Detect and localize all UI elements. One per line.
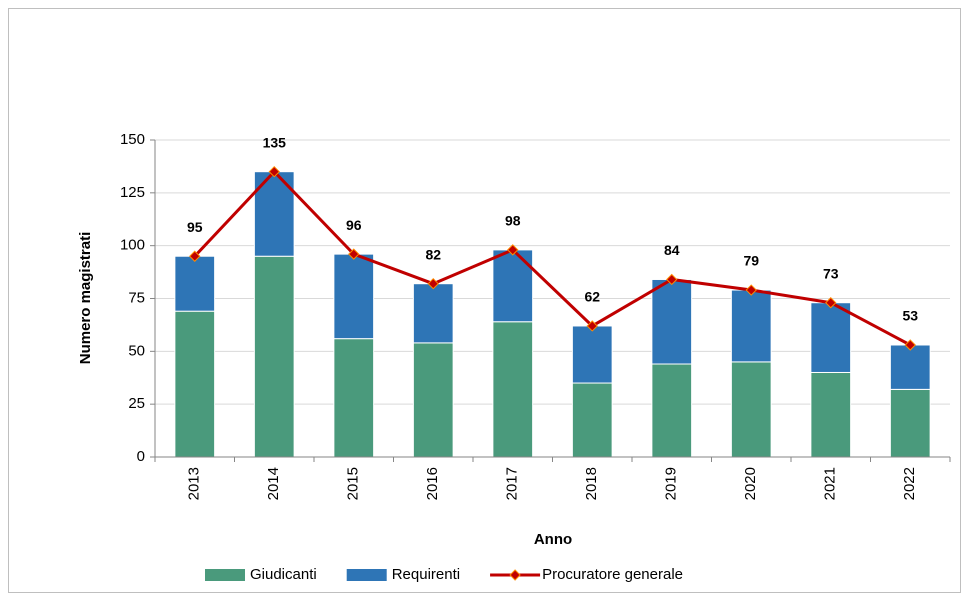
y-tick-label: 100: [120, 237, 145, 254]
bar: [174, 310, 216, 458]
marker: [745, 284, 757, 296]
x-tick-label: 2022: [901, 467, 918, 500]
x-tick-label: 2019: [663, 467, 680, 500]
data-label: 84: [664, 242, 680, 258]
marker: [825, 297, 837, 309]
marker: [268, 165, 280, 178]
bar: [333, 338, 375, 458]
legend-label: Giudicanti: [250, 566, 317, 583]
bar: [412, 283, 454, 344]
marker: [348, 248, 360, 260]
y-tick-label: 150: [120, 131, 145, 148]
legend-marker: [509, 569, 521, 581]
legend-swatch: [205, 569, 245, 581]
x-tick-label: 2020: [742, 467, 759, 500]
bar: [492, 321, 534, 458]
bar: [571, 325, 613, 384]
chart-frame: [8, 8, 961, 593]
legend-label: Procuratore generale: [542, 566, 683, 583]
marker: [427, 277, 439, 290]
bar: [651, 363, 693, 458]
x-axis-title: Anno: [534, 531, 572, 548]
bar: [253, 255, 295, 458]
bar: [174, 255, 216, 312]
data-label: 53: [902, 308, 918, 324]
x-tick-label: 2014: [265, 467, 282, 500]
bar: [889, 388, 931, 458]
marker: [507, 244, 519, 256]
y-tick-label: 50: [128, 342, 145, 359]
data-label: 79: [743, 253, 759, 269]
x-tick-label: 2021: [822, 467, 839, 500]
bar: [730, 361, 772, 458]
bar: [810, 371, 852, 458]
x-tick-label: 2013: [186, 467, 203, 500]
x-tick-label: 2017: [504, 467, 521, 500]
legend-label: Requirenti: [392, 566, 460, 583]
y-axis-title: Numero magistrati: [77, 232, 94, 365]
data-label: 98: [505, 213, 521, 229]
bar: [730, 289, 772, 363]
data-label: 82: [425, 246, 441, 262]
data-label: 96: [346, 217, 362, 233]
bar: [651, 278, 693, 365]
legend-swatch: [346, 569, 387, 581]
bar: [889, 344, 931, 390]
bar: [810, 302, 852, 373]
bar: [492, 249, 534, 323]
bar: [412, 342, 454, 458]
marker: [189, 250, 201, 262]
y-tick-label: 75: [128, 289, 145, 306]
data-label: 95: [187, 219, 203, 235]
y-tick-label: 0: [137, 448, 145, 465]
x-tick-label: 2016: [424, 467, 441, 500]
x-tick-label: 2015: [345, 467, 362, 500]
marker: [586, 320, 598, 332]
y-tick-label: 125: [120, 184, 145, 201]
line: [193, 169, 911, 347]
data-label: 62: [584, 289, 600, 305]
data-label: 73: [823, 265, 839, 281]
bar: [571, 382, 613, 458]
marker: [666, 273, 678, 286]
marker: [904, 339, 916, 351]
data-label: 135: [263, 134, 287, 150]
y-tick-label: 25: [128, 395, 145, 412]
x-tick-label: 2018: [583, 467, 600, 500]
bar: [333, 253, 375, 340]
